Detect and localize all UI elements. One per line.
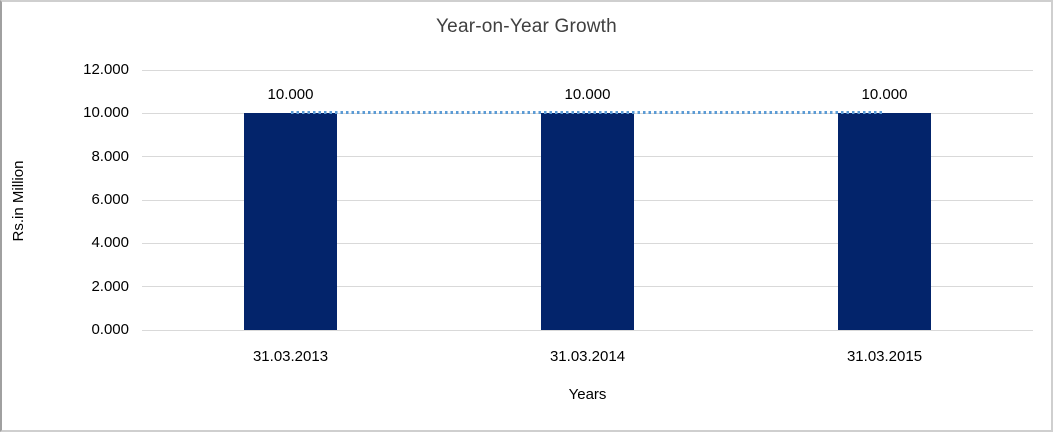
gridline	[142, 329, 1033, 331]
y-tick-label: 12.000	[83, 61, 129, 78]
gridline	[142, 69, 1033, 71]
y-tick-label: 6.000	[91, 191, 129, 208]
y-tick-label: 8.000	[91, 147, 129, 165]
x-tick-label: 31.03.2015	[846, 348, 923, 365]
y-tick-label: 10.000	[83, 104, 129, 122]
y-axis-tick-labels: 0.000 2.000 4.000 6.000 8.000 10.000 12.000	[2, 61, 129, 338]
bar	[244, 113, 337, 330]
bar-data-label: 10.000	[564, 86, 611, 104]
x-tick-label: 31.03.2014	[549, 348, 626, 365]
y-tick-label: 4.000	[91, 234, 129, 252]
y-tick-label: 0.000	[91, 321, 129, 338]
bar	[838, 113, 931, 330]
x-axis-tick-labels: 31.03.2013 31.03.2014 31.03.2015	[142, 348, 1033, 366]
x-tick-label: 31.03.2013	[252, 348, 329, 365]
y-tick-label: 2.000	[91, 277, 129, 295]
x-axis-title: Years	[568, 386, 607, 403]
bar	[541, 113, 634, 330]
bar-data-label: 10.000	[861, 86, 908, 104]
bar-data-label: 10.000	[267, 86, 314, 104]
plot-area: 10.000 10.000 10.000	[142, 69, 1033, 331]
chart-title: Year-on-Year Growth	[436, 16, 617, 37]
trendline	[290, 111, 885, 115]
